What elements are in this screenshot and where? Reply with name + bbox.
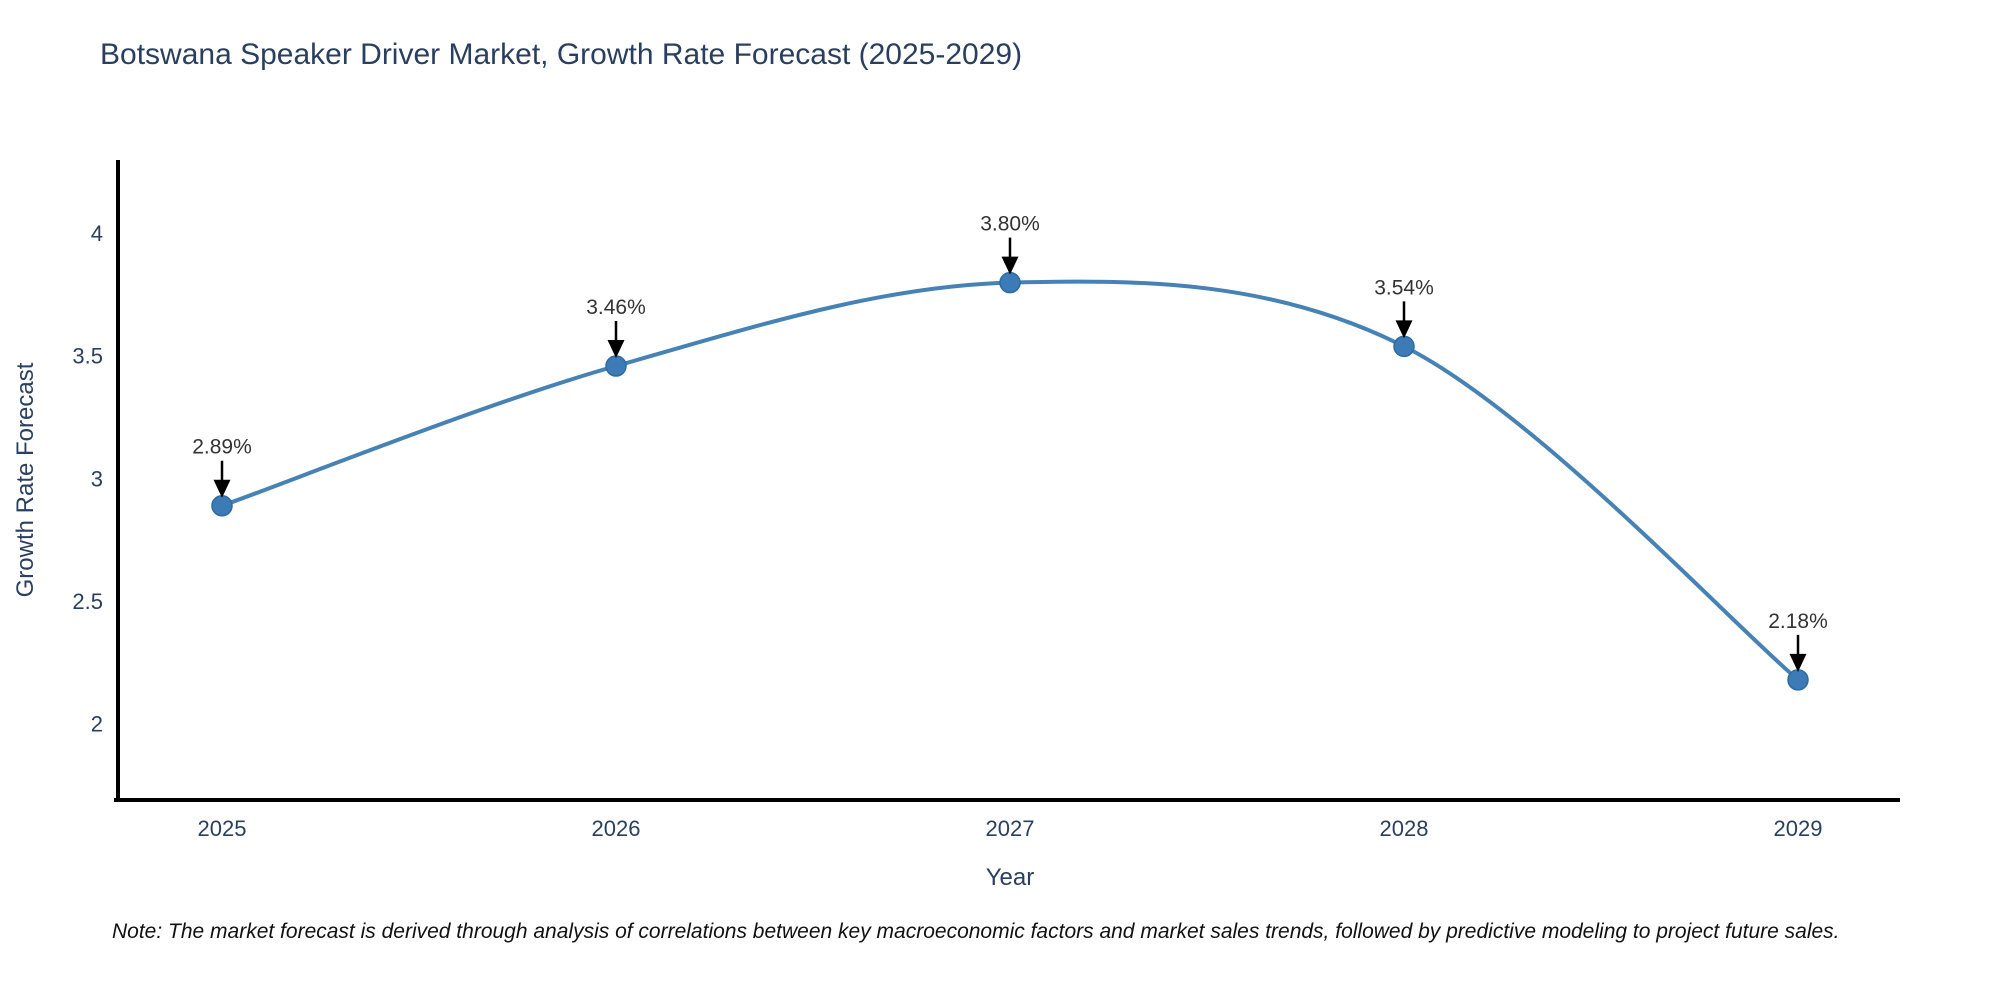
point-value-label: 2.89%	[192, 436, 252, 459]
x-tick-label: 2028	[1380, 816, 1429, 841]
data-point-marker	[1787, 669, 1809, 691]
x-tick-label: 2025	[198, 816, 247, 841]
annotation-arrowhead	[213, 479, 231, 498]
x-tick-label: 2027	[986, 816, 1035, 841]
annotation-arrowhead	[1789, 653, 1807, 672]
chart-title: Botswana Speaker Driver Market, Growth R…	[100, 38, 1023, 71]
x-tick-label: 2026	[592, 816, 641, 841]
annotation-arrowhead	[1395, 320, 1413, 339]
point-value-label: 3.54%	[1374, 276, 1434, 299]
y-tick-label: 2.5	[72, 589, 103, 614]
data-point-marker	[605, 355, 627, 377]
data-point-marker	[1393, 335, 1415, 358]
chart-note: Note: The market forecast is derived thr…	[112, 920, 1840, 943]
x-axis-title: Year	[985, 864, 1035, 891]
x-tick-label: 2029	[1774, 816, 1823, 841]
annotation-arrowhead	[1001, 256, 1019, 275]
y-tick-label: 2	[91, 711, 103, 736]
y-tick-label: 3	[91, 466, 103, 491]
point-value-label: 3.80%	[980, 213, 1040, 236]
y-tick-label: 3.5	[72, 344, 103, 369]
y-tick-label: 4	[91, 221, 103, 246]
annotation-arrowhead	[607, 339, 625, 358]
growth-line	[221, 279, 1800, 682]
data-point-marker	[999, 271, 1021, 294]
y-axis-title: Growth Rate Forecast	[12, 362, 39, 598]
point-value-label: 2.18%	[1768, 610, 1828, 633]
data-point-marker	[211, 494, 233, 517]
point-value-label: 3.46%	[586, 296, 646, 319]
